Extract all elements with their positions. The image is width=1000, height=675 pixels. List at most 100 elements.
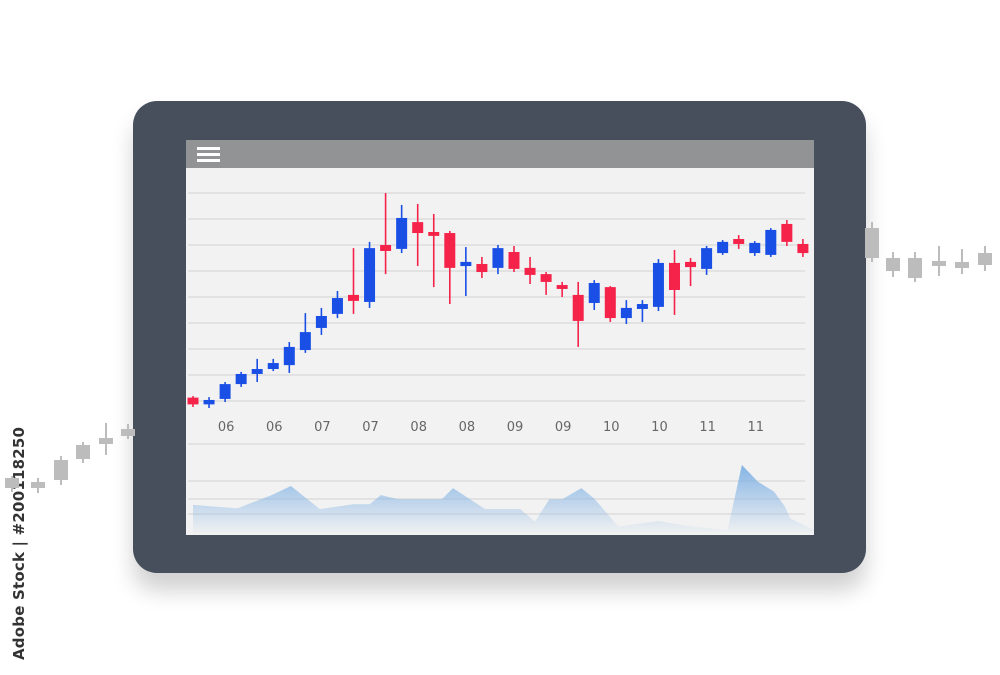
candle-body — [412, 222, 424, 234]
candle-body — [460, 261, 472, 267]
x-tick-label: 09 — [555, 420, 572, 435]
decor-candle — [978, 246, 992, 271]
decor-candle — [99, 423, 113, 455]
candle — [235, 371, 247, 387]
candle-body — [749, 242, 761, 254]
candle — [508, 246, 520, 273]
candle-body — [685, 261, 697, 268]
candle — [396, 204, 408, 254]
candle-body — [251, 369, 263, 374]
decor-candle — [908, 252, 922, 282]
candle-body — [508, 252, 520, 269]
candle — [460, 247, 472, 296]
candle — [652, 259, 664, 312]
candle — [765, 228, 777, 257]
x-axis-labels: 06 06 07 07 08 08 09 09 10 10 11 11 — [218, 420, 764, 435]
candle-body — [444, 233, 456, 268]
candle — [348, 248, 359, 314]
candle-body — [315, 315, 327, 328]
candle — [540, 272, 552, 295]
candle-body — [540, 274, 552, 282]
candle-body — [299, 332, 311, 351]
candle-body — [267, 363, 279, 370]
volume-area — [193, 465, 815, 535]
candle — [749, 241, 761, 256]
candle-body — [219, 384, 231, 399]
candle-body — [781, 223, 793, 242]
candle — [476, 256, 488, 279]
candle — [428, 214, 440, 288]
candle-body — [588, 282, 600, 303]
decorative-background-candles — [5, 222, 992, 493]
candle-body — [636, 304, 648, 309]
candle-body — [701, 248, 713, 269]
candle-body — [492, 248, 504, 268]
volume-area-path — [193, 465, 815, 535]
candle — [685, 258, 697, 287]
candle-body — [380, 245, 392, 251]
decor-candle — [76, 442, 90, 463]
x-tick-label: 08 — [410, 420, 427, 435]
candle — [669, 249, 680, 315]
x-tick-label: 09 — [507, 420, 524, 435]
x-tick-label: 10 — [603, 420, 620, 435]
candle — [267, 358, 279, 372]
candle-body — [348, 294, 359, 301]
candle — [315, 307, 327, 335]
decor-candle — [886, 252, 900, 277]
candle — [733, 235, 745, 249]
candle — [556, 281, 568, 297]
candle-body — [765, 229, 777, 255]
candle — [331, 291, 343, 319]
candle — [797, 239, 809, 257]
candle — [701, 246, 713, 275]
candle-body — [620, 307, 632, 319]
candle-body — [428, 232, 440, 236]
app-top-bar — [186, 140, 814, 168]
candle-body — [733, 239, 745, 244]
candle-body — [524, 267, 536, 275]
candle — [524, 256, 536, 284]
candle — [604, 286, 616, 322]
candle — [251, 358, 263, 383]
candle — [444, 230, 456, 305]
candle — [636, 300, 648, 322]
x-tick-label: 07 — [314, 420, 331, 435]
x-tick-label: 08 — [459, 420, 476, 435]
candle — [364, 241, 376, 308]
candle-body — [187, 397, 199, 405]
hamburger-menu-icon[interactable] — [196, 145, 222, 163]
candle-body — [797, 243, 809, 254]
candle — [380, 193, 392, 275]
decor-candle — [5, 476, 19, 492]
candle — [299, 313, 311, 353]
candle — [492, 245, 504, 275]
candle-body — [476, 263, 488, 273]
decor-candle — [121, 424, 135, 439]
x-tick-label: 11 — [747, 420, 764, 435]
x-tick-label: 10 — [651, 420, 668, 435]
candle-body — [331, 298, 343, 314]
candle-body — [396, 217, 408, 249]
candles — [187, 193, 809, 409]
decor-candle — [31, 478, 45, 493]
candle-body — [556, 285, 568, 289]
candle-body — [652, 262, 664, 307]
candle — [588, 280, 600, 310]
candle — [412, 203, 424, 267]
candle — [572, 281, 584, 347]
x-tick-label: 11 — [699, 420, 716, 435]
candle — [781, 220, 793, 247]
decor-candle — [865, 222, 879, 262]
candle — [620, 300, 632, 325]
candle — [187, 396, 199, 407]
candle-body — [669, 262, 680, 290]
candle-body — [235, 373, 247, 385]
decor-candle — [955, 249, 969, 274]
x-tick-label: 07 — [362, 420, 379, 435]
decor-candle — [54, 456, 68, 485]
candle-body — [283, 346, 295, 366]
candle-body — [572, 294, 584, 321]
tablet-screen — [186, 140, 814, 535]
candle — [219, 382, 231, 403]
